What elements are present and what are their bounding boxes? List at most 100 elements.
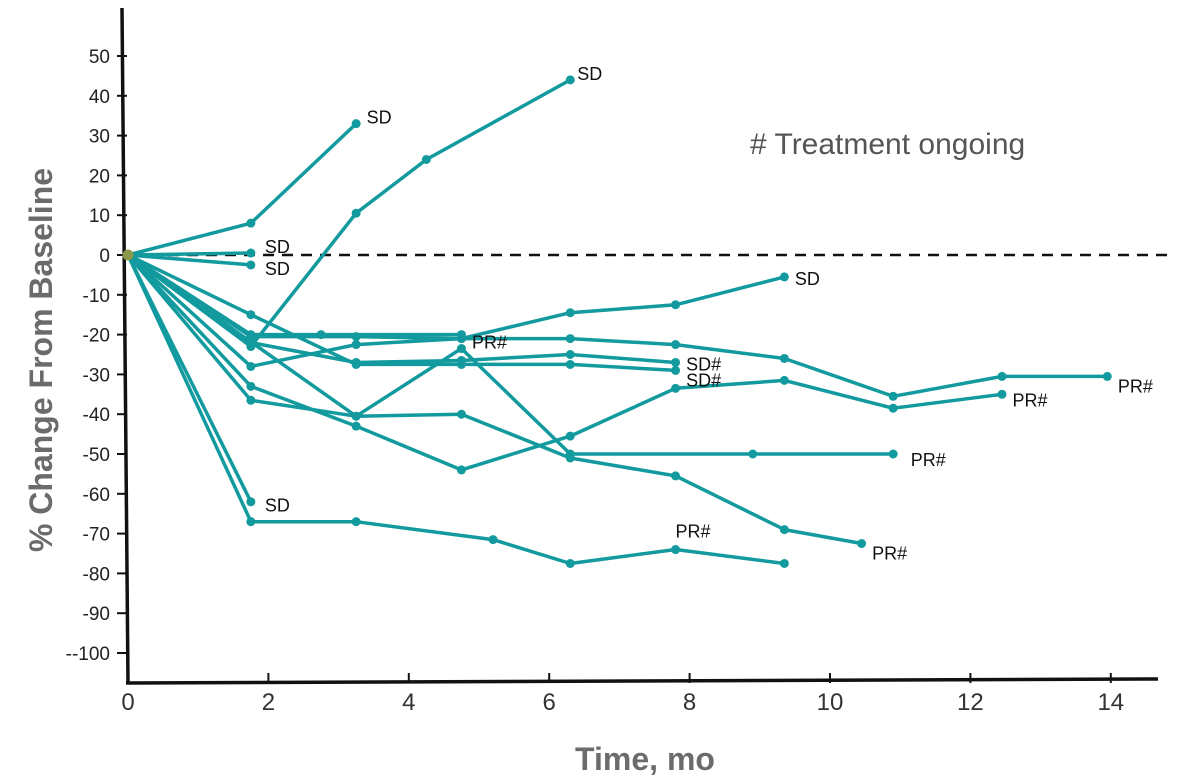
y-axis-line <box>120 7 130 684</box>
y-tick-label: -20 <box>83 326 110 347</box>
y-tick-label: --100 <box>66 644 110 665</box>
y-tick-label: -90 <box>83 604 110 625</box>
y-tick-label: 10 <box>89 206 110 227</box>
data-point <box>351 332 361 342</box>
y-tick-label: 20 <box>89 166 110 187</box>
y-tick-label: -50 <box>83 445 110 466</box>
data-point <box>565 558 575 568</box>
data-point <box>456 409 466 419</box>
y-tick-label: -10 <box>83 286 110 307</box>
response-label: SD <box>265 496 290 516</box>
series-line-5 <box>126 253 787 369</box>
data-point <box>456 334 466 344</box>
data-point <box>565 449 575 459</box>
response-label: PR# <box>472 333 507 353</box>
data-point <box>421 154 431 164</box>
data-point <box>857 539 867 549</box>
data-point <box>246 395 256 405</box>
x-axis-line <box>125 677 1159 685</box>
x-tick-label: 2 <box>262 689 275 716</box>
data-point <box>246 248 256 258</box>
data-point <box>671 545 681 555</box>
data-point <box>565 359 575 369</box>
treatment-ongoing-note: # Treatment ongoing <box>750 128 1025 161</box>
response-label: SD <box>265 259 290 279</box>
series-line-12 <box>126 253 895 456</box>
x-tick-label: 10 <box>817 689 844 716</box>
data-point <box>888 449 898 459</box>
x-tick-label: 12 <box>957 689 984 716</box>
data-point <box>351 208 361 218</box>
series-line-11 <box>126 253 864 546</box>
data-point <box>671 340 681 350</box>
y-tick-label: -60 <box>83 485 110 506</box>
data-point <box>565 308 575 318</box>
data-point <box>671 300 681 310</box>
data-point <box>888 403 898 413</box>
data-point <box>779 353 789 363</box>
y-tick-label: -70 <box>83 525 110 546</box>
x-tick-label: 4 <box>402 689 415 716</box>
y-tick-label: 30 <box>89 127 110 148</box>
series-line-4 <box>126 253 253 267</box>
y-tick-label: 0 <box>99 246 110 267</box>
x-tick-label: 0 <box>121 689 134 716</box>
data-point <box>246 260 256 270</box>
response-label: SD <box>367 108 392 128</box>
data-point <box>456 344 466 354</box>
data-point <box>888 391 898 401</box>
x-tick-label: 8 <box>683 689 696 716</box>
x-ticks: 0 2 4 6 8 10 12 14 <box>121 673 1124 716</box>
y-axis-title: % Change From Baseline <box>23 168 59 552</box>
y-tick-label: 40 <box>89 87 110 108</box>
data-point <box>351 421 361 431</box>
data-point <box>351 340 361 350</box>
data-point <box>779 375 789 385</box>
data-point <box>671 383 681 393</box>
y-tick-label: -30 <box>83 365 110 386</box>
response-label: SD <box>577 64 602 84</box>
data-point <box>246 381 256 391</box>
data-point <box>246 517 256 527</box>
data-point <box>565 334 575 344</box>
series-line-14 <box>126 253 253 504</box>
y-tick-label: -80 <box>83 564 110 585</box>
data-point <box>1102 371 1112 381</box>
response-label: PR# <box>911 450 946 470</box>
response-label: SD <box>795 269 820 289</box>
data-point <box>246 361 256 371</box>
series-line-10 <box>126 253 1110 399</box>
series-line-6 <box>126 253 464 337</box>
data-point <box>246 218 256 228</box>
response-label: SD# <box>686 354 721 374</box>
series-line-9 <box>126 253 1004 472</box>
data-point <box>351 517 361 527</box>
x-tick-label: 6 <box>543 689 556 716</box>
response-label: PR# <box>1013 390 1048 410</box>
response-label: SD <box>265 237 290 257</box>
data-point <box>671 357 681 367</box>
data-point <box>351 359 361 369</box>
series-line-8 <box>126 253 678 373</box>
data-point <box>671 471 681 481</box>
data-point <box>565 75 575 85</box>
y-tick-label: -40 <box>83 405 110 426</box>
data-point <box>246 497 256 507</box>
data-point <box>565 431 575 441</box>
y-tick-label: 50 <box>89 47 110 68</box>
data-point <box>779 525 789 535</box>
y-ticks: 50 40 30 20 10 0 -10 -20 -30 -40 -50 -60 -70 -80 -90 --… <box>66 47 127 665</box>
series-line-3 <box>126 251 253 257</box>
data-point <box>779 272 789 282</box>
data-point <box>456 359 466 369</box>
data-point <box>351 411 361 421</box>
series-line-2 <box>126 78 573 349</box>
data-point <box>997 371 1007 381</box>
response-label: PR# <box>676 522 711 542</box>
data-point <box>565 350 575 359</box>
series-line-1 <box>126 121 358 257</box>
response-label: PR# <box>872 544 907 564</box>
origin-point <box>122 249 134 261</box>
response-label: PR# <box>1118 376 1153 396</box>
